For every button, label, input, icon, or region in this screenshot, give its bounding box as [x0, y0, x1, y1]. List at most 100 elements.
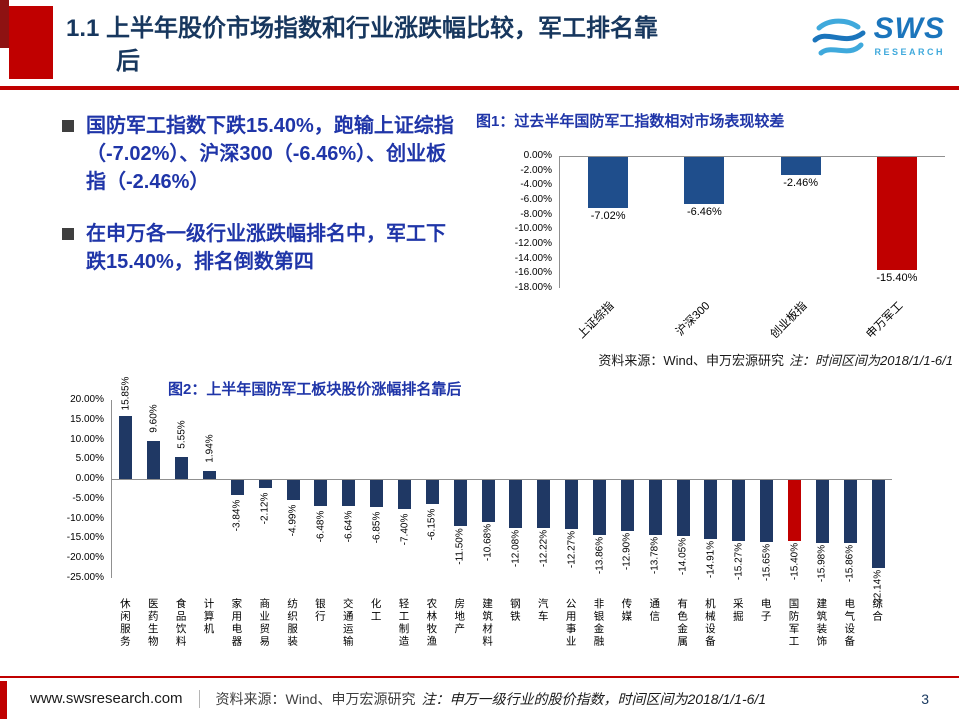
footer-divider-line	[0, 676, 959, 678]
x-category-label: 电气设备	[843, 598, 856, 648]
bar-value-label: -6.64%	[343, 511, 355, 543]
y-tick-label: 15.00%	[70, 413, 104, 425]
bar-value-label: -15.98%	[816, 545, 828, 583]
bar-value-label: 15.85%	[120, 376, 132, 411]
x-category-label: 电子	[759, 598, 772, 623]
footer-website: www.swsresearch.com	[30, 690, 183, 707]
bar-value-label: -14.91%	[705, 540, 717, 579]
bar-value-label: 9.60%	[148, 404, 160, 433]
bar	[648, 480, 662, 535]
y-tick-label: 20.00%	[70, 394, 104, 405]
bar-value-label: -7.02%	[590, 210, 626, 223]
bar-value-label: 1.94%	[204, 434, 215, 464]
bar	[676, 480, 690, 536]
footer-note-text: 注：申万一级行业的股价指数，时间区间为2018/1/1-6/1	[421, 690, 767, 707]
bullet-square-icon	[62, 120, 74, 132]
x-category-label: 有色金属	[676, 598, 689, 648]
header-divider-line	[0, 86, 959, 90]
zero-axis-line	[112, 479, 892, 481]
x-category-label: 计算机	[202, 598, 215, 636]
sws-logo-subtitle: RESEARCH	[874, 47, 945, 57]
bar	[732, 480, 746, 541]
sws-logo-text: SWS RESEARCH	[873, 12, 945, 58]
bar-value-label: -10.68%	[482, 524, 494, 562]
bar	[314, 480, 328, 506]
x-category-label: 综合	[871, 598, 884, 623]
bar	[684, 157, 725, 205]
chart1-title: 图1：过去半年国防军工指数相对市场表现较差	[476, 113, 785, 130]
corner-accent-red-bar	[9, 6, 53, 79]
bar	[286, 480, 300, 500]
x-category-label: 建筑装饰	[815, 598, 828, 648]
x-category-label: 通信	[648, 598, 661, 623]
footer: www.swsresearch.com 资料来源：Wind、申万宏源研究 注：申…	[0, 678, 959, 719]
bar	[565, 480, 579, 529]
bar-value-label: 5.55%	[176, 420, 188, 449]
bar-value-label: -2.46%	[783, 177, 819, 190]
x-category-label: 传媒	[620, 598, 633, 623]
y-tick-label: -12.00%	[514, 238, 552, 249]
sws-logo-name: SWS	[873, 12, 945, 45]
x-category-label: 家用电器	[230, 598, 243, 648]
x-category-label: 钢铁	[508, 598, 521, 623]
y-axis-line	[559, 156, 560, 288]
bar-value-label: -6.85%	[371, 511, 383, 544]
y-tick-label: -15.00%	[66, 532, 104, 544]
bar-value-label: -2.12%	[259, 493, 271, 525]
bar	[593, 480, 606, 535]
x-category-label: 农林牧渔	[425, 598, 438, 648]
x-category-label: 医药生物	[146, 598, 159, 648]
y-tick-label: -16.00%	[514, 267, 552, 279]
bar	[481, 480, 495, 523]
x-category-label: 采掘	[731, 598, 744, 623]
bar	[815, 480, 829, 544]
bullet-square-icon	[62, 228, 74, 240]
bar-value-label: -13.86%	[594, 536, 605, 575]
y-tick-label: -14.00%	[514, 252, 552, 264]
bar	[843, 480, 857, 543]
x-category-label: 房地产	[453, 598, 466, 636]
bar	[780, 157, 821, 176]
bar-value-label: -12.27%	[566, 530, 578, 568]
zero-axis-line	[560, 156, 945, 157]
corner-accent-dark-bar	[0, 0, 9, 48]
chart1-military-vs-market-indices: 图1：过去半年国防军工指数相对市场表现较差 资料来源：Wind、申万宏源研究 注：…	[460, 108, 959, 372]
x-category-label: 食品饮料	[174, 598, 187, 648]
y-tick-label: -20.00%	[66, 552, 104, 564]
bar-value-label: -15.65%	[761, 543, 773, 582]
x-category-label: 商业贸易	[258, 598, 271, 648]
bar-value-label: -6.15%	[426, 509, 438, 541]
bar-value-label: -12.08%	[510, 529, 522, 568]
y-tick-label: -10.00%	[514, 223, 552, 235]
bar-value-label: -7.40%	[399, 514, 410, 546]
bullet-list: 国防军工指数下跌15.40%，跑输上证综指（-7.02%）、沪深300（-6.4…	[62, 112, 482, 300]
bar	[119, 416, 133, 480]
bullet-text: 在申万各一级行业涨跌幅排名中，军工下跌15.40%，排名倒数第四	[86, 223, 446, 273]
y-tick-label: -2.00%	[520, 164, 552, 176]
page-title: 1.1 上半年股价市场指数和行业涨跌幅比较，军工排名靠后	[66, 15, 659, 75]
bar-value-label: -12.90%	[621, 533, 633, 571]
bar	[588, 157, 629, 209]
y-axis-line	[111, 400, 112, 578]
bar	[147, 441, 161, 480]
y-tick-label: -10.00%	[66, 512, 104, 524]
page-number: 3	[921, 690, 929, 707]
bar-value-label: -12.22%	[538, 530, 550, 568]
chart2-title: 图2：上半年国防军工板块股价涨幅排名靠后	[168, 381, 462, 398]
chart1-source-line: 资料来源：Wind、申万宏源研究 注：时间区间为2018/1/1-6/1	[598, 350, 953, 369]
y-tick-label: 5.00%	[75, 453, 104, 465]
chart1-note-text: 注：时间区间为2018/1/1-6/1	[788, 353, 953, 368]
bar	[398, 480, 411, 510]
bullet-text: 国防军工指数下跌15.40%，跑输上证综指（-7.02%）、沪深300（-6.4…	[86, 115, 454, 193]
x-category-label: 化工	[369, 598, 382, 623]
x-category-label: 国防军工	[787, 598, 800, 648]
bar	[788, 480, 801, 542]
chart2-industry-return-ranking: 图2：上半年国防军工板块股价涨幅排名靠后 20.00% 15.00% 10.00% 5…	[0, 375, 959, 675]
y-tick-label: -18.00%	[514, 282, 552, 293]
x-category-label: 公用事业	[564, 598, 577, 648]
y-tick-label: -5.00%	[72, 492, 104, 504]
bar	[453, 480, 467, 526]
bar	[175, 457, 189, 480]
bar-value-label: -15.27%	[733, 542, 745, 580]
footer-separator	[198, 689, 200, 708]
